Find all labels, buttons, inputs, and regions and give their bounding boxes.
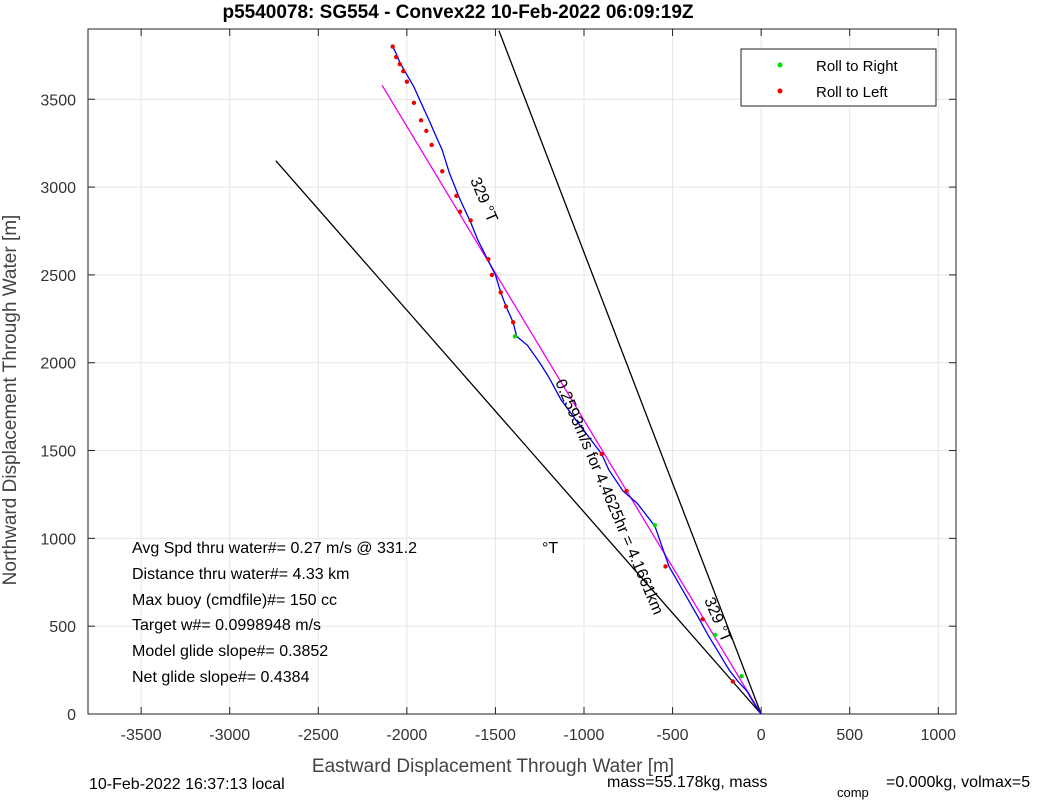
roll-left-point <box>624 488 629 494</box>
y-axis: 0 500 1000 1500 2000 2500 3000 3500 <box>40 92 956 724</box>
roll-left-point <box>397 61 402 67</box>
roll-left-point <box>440 169 445 174</box>
net-displacement-line <box>381 84 762 715</box>
roll-left-point <box>424 128 429 134</box>
footer-local-time: 10-Feb-2022 16:37:13 local <box>89 776 285 793</box>
chart-title: p5540078: SG554 - Convex22 10-Feb-2022 0… <box>222 2 693 23</box>
target-w-text: Target w#= 0.0998948 m/s <box>132 617 321 634</box>
legend-box <box>740 48 937 107</box>
legend-roll-left-marker <box>777 88 783 94</box>
roll-left-point <box>468 218 473 223</box>
footer-mass-subscript: comp <box>837 785 869 800</box>
model-glide-text: Model glide slope#= 0.3852 <box>132 643 328 660</box>
x-tick-label: 0 <box>757 727 766 744</box>
net-glide-text: Net glide slope#= 0.4384 <box>132 669 310 686</box>
roll-left-point <box>454 193 459 199</box>
heading-label-lower: 329 °T <box>700 595 734 645</box>
x-axis-label: Eastward Displacement Through Water [m] <box>312 756 674 777</box>
roll-left-point <box>663 564 668 569</box>
roll-left-point <box>510 320 516 325</box>
roll-left-point <box>457 209 463 214</box>
x-tick-label: -1000 <box>564 727 605 744</box>
footer-mass: mass=55.178kg, mass <box>607 774 768 791</box>
avg-speed-unit: °T <box>542 540 558 557</box>
x-tick-label: -3000 <box>209 727 250 744</box>
legend-roll-right-marker <box>777 62 783 68</box>
footer-mass-tail: =0.000kg, volmax=5 <box>886 774 1030 791</box>
plot-frame <box>87 28 957 715</box>
distance-text: Distance thru water#= 4.33 km <box>132 566 349 583</box>
roll-left-point <box>404 79 410 84</box>
roll-left-point <box>503 304 509 309</box>
net-distance-label: 0.2593m/s for 4.4625hr = 4.1661km <box>551 377 666 617</box>
x-tick-label: -1500 <box>475 727 516 744</box>
roll-left-point <box>730 679 735 684</box>
x-tick-label: 1000 <box>920 727 956 744</box>
roll-right-point <box>652 522 658 528</box>
roll-right-point <box>739 674 744 679</box>
roll-left-point <box>700 616 705 622</box>
y-tick-label: 2000 <box>40 356 76 373</box>
x-tick-label: -500 <box>657 727 689 744</box>
grid <box>88 29 956 715</box>
x-tick-label: -2000 <box>386 727 427 744</box>
roll-left-point <box>486 256 491 262</box>
y-tick-label: 3000 <box>40 180 76 197</box>
y-tick-label: 0 <box>67 707 76 724</box>
roll-left-point <box>498 290 503 295</box>
legend-roll-right-label: Roll to Right <box>816 58 899 75</box>
stats-annotations: Avg Spd thru water#= 0.27 m/s @ 331.2 °T… <box>132 540 558 686</box>
plot-lines <box>275 30 762 715</box>
roll-right-point <box>712 632 718 638</box>
legend: Roll to Right Roll to Left <box>740 48 937 107</box>
y-tick-label: 500 <box>49 619 76 636</box>
plot-points <box>390 44 744 684</box>
x-axis: -3500 -3000 -2500 -2000 -1500 -1000 -500 0 500 10… <box>121 29 956 744</box>
roll-left-point <box>429 142 434 148</box>
avg-speed-text: Avg Spd thru water#= 0.27 m/s @ 331.2 <box>132 540 417 557</box>
y-tick-label: 3500 <box>40 92 76 109</box>
max-buoy-text: Max buoy (cmdfile)#= 150 cc <box>132 592 337 609</box>
roll-right-point <box>512 334 518 339</box>
roll-left-point <box>394 54 399 60</box>
roll-left-point <box>390 44 395 49</box>
x-tick-label: -2500 <box>298 727 339 744</box>
roll-left-point <box>489 272 495 278</box>
roll-left-point <box>411 100 417 105</box>
x-tick-label: 500 <box>836 727 863 744</box>
x-tick-label: -3500 <box>121 727 162 744</box>
heading-cone-line-1 <box>498 30 762 715</box>
roll-left-point <box>599 451 604 457</box>
heading-cone-line-0 <box>275 160 762 715</box>
y-tick-label: 1000 <box>40 531 76 548</box>
y-tick-label: 2500 <box>40 268 76 285</box>
y-tick-label: 1500 <box>40 444 76 461</box>
legend-roll-left-label: Roll to Left <box>816 84 889 101</box>
y-axis-label: Northward Displacement Through Water [m] <box>0 215 21 586</box>
roll-left-point <box>401 68 406 74</box>
glider-track-line <box>392 46 762 715</box>
roll-left-point <box>418 118 424 123</box>
